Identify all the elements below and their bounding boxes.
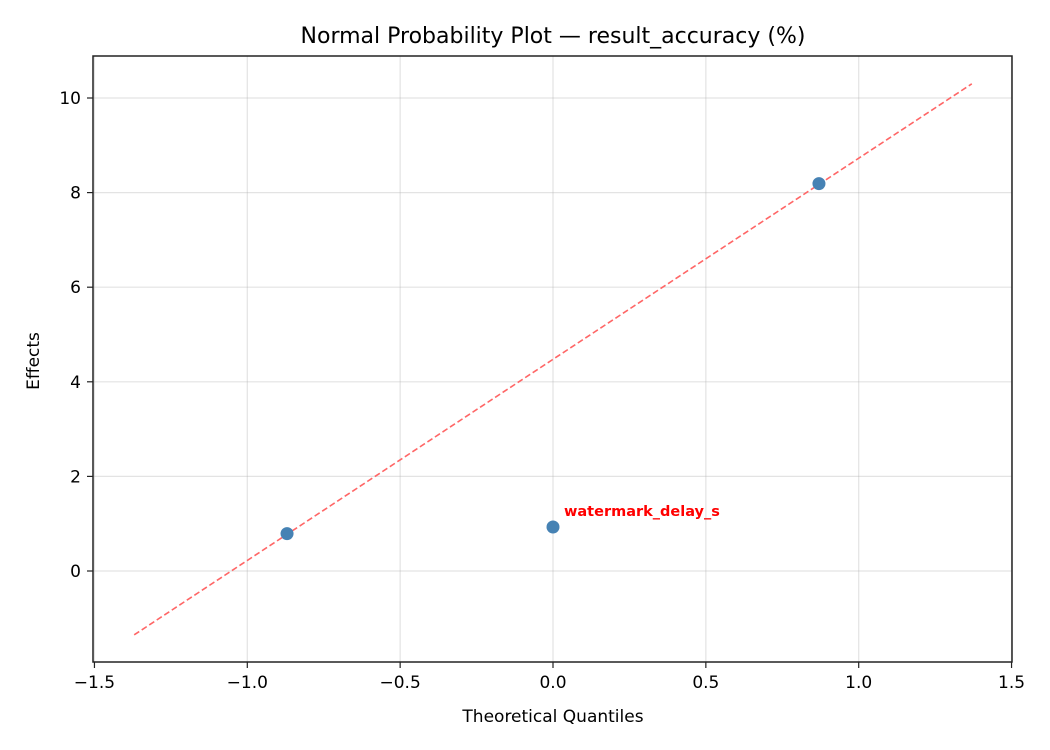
- data-points: [280, 177, 826, 541]
- y-tick-label: 6: [70, 278, 81, 298]
- reference-line: [133, 83, 973, 636]
- y-tick-label: 4: [70, 373, 81, 393]
- y-axis-label: Effects: [24, 332, 44, 390]
- x-tick-label: 1.5: [998, 673, 1025, 693]
- x-tick-label: 1.0: [845, 673, 872, 693]
- fit-line: [133, 83, 973, 636]
- x-tick-label: 0.0: [539, 673, 566, 693]
- y-axis-ticks: 0 2 4 6 8 10: [59, 89, 93, 582]
- x-tick-label: −1.5: [74, 673, 115, 693]
- x-axis-ticks: −1.5 −1.0 −0.5 0.0 0.5 1.0 1.5: [74, 662, 1025, 693]
- data-point: [546, 520, 560, 534]
- y-tick-label: 2: [70, 467, 81, 487]
- y-tick-label: 8: [70, 184, 81, 204]
- chart-title: Normal Probability Plot — result_accurac…: [301, 24, 806, 49]
- grid-lines: [93, 56, 1013, 662]
- x-axis-label: Theoretical Quantiles: [461, 707, 643, 727]
- x-tick-label: −1.0: [227, 673, 268, 693]
- y-tick-label: 10: [59, 89, 81, 109]
- x-tick-label: 0.5: [692, 673, 719, 693]
- y-tick-label: 0: [70, 562, 81, 582]
- data-point: [280, 527, 294, 541]
- x-tick-label: −0.5: [380, 673, 421, 693]
- point-label: watermark_delay_s: [564, 504, 720, 520]
- point-annotations: watermark_delay_s: [564, 504, 720, 520]
- data-point: [812, 177, 826, 191]
